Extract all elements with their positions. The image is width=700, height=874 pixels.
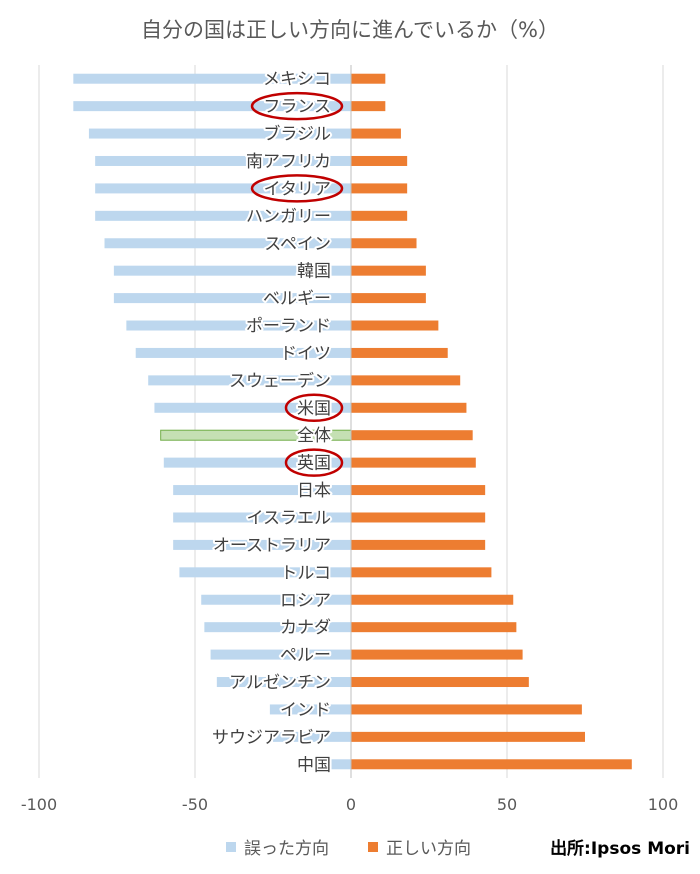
bar-negative [173, 485, 351, 496]
category-label: ベルギー [263, 289, 331, 309]
bar-negative [201, 594, 351, 605]
bar-positive [351, 649, 523, 660]
bar-negative [216, 677, 351, 688]
x-tick-label: 0 [346, 795, 356, 814]
category-label: イスラエル [247, 508, 332, 528]
bar-positive [351, 485, 486, 496]
bar-negative [269, 704, 351, 715]
bar-positive [351, 210, 408, 221]
bar-positive [351, 155, 408, 166]
bar-positive [351, 347, 448, 358]
x-tick-label: -100 [21, 795, 57, 814]
bar-negative [154, 402, 351, 413]
legend-swatch-positive [368, 841, 378, 852]
bar-negative [95, 155, 351, 166]
category-label: メキシコ [263, 70, 331, 90]
x-tick-label: 50 [497, 795, 517, 814]
bar-positive [351, 238, 417, 249]
bar-positive [351, 375, 461, 386]
legend-swatch-negative [226, 841, 236, 852]
category-label: 米国 [297, 399, 331, 419]
bar-negative [273, 731, 351, 742]
highlight-circle [284, 393, 344, 423]
bar-negative [173, 539, 351, 550]
category-label: ポーランド [246, 317, 331, 337]
highlight-circle [250, 91, 344, 121]
source-note: 出所:Ipsos Mori [550, 839, 690, 859]
legend-item-positive: 正しい方向 [368, 834, 471, 859]
bar-positive [351, 293, 426, 304]
bar-negative [163, 457, 351, 468]
bar-negative [173, 512, 351, 523]
category-label: インド [280, 700, 331, 720]
category-label: ブラジル [263, 124, 331, 145]
category-label: オーストラリア [213, 536, 331, 556]
legend-label-positive: 正しい方向 [386, 839, 471, 859]
legend-item-negative: 誤った方向 [226, 834, 329, 859]
highlight-circle [250, 174, 344, 203]
category-label: スペイン [264, 234, 331, 254]
category-label: ペルー [280, 646, 331, 666]
chart-title: 自分の国は正しい方向に進んでいるか（%） [141, 18, 559, 42]
bar-negative [179, 567, 351, 578]
category-label: アルゼンチン [229, 673, 331, 693]
category-label: ハンガリー [246, 207, 331, 227]
bar-positive [351, 128, 401, 139]
bar-negative [204, 622, 351, 633]
category-label: ロシア [280, 591, 331, 611]
category-label: フランス [263, 97, 331, 117]
category-label: 韓国 [297, 262, 331, 282]
bar-positive [351, 320, 439, 331]
bar-positive [351, 567, 492, 578]
x-tick-label: -50 [182, 795, 208, 814]
bar-positive [351, 594, 514, 605]
bar-negative [113, 265, 351, 276]
bar-positive [351, 183, 408, 194]
bar-negative [135, 347, 351, 358]
bar-positive [351, 704, 582, 715]
bar-negative [73, 101, 351, 112]
category-label: 日本 [297, 481, 331, 501]
category-label: 中国 [297, 755, 331, 775]
bar-positive [351, 539, 486, 550]
bar-positive [351, 73, 386, 84]
bar-negative [95, 183, 351, 194]
bar-negative [310, 759, 351, 770]
category-label: サウジアラビア [212, 728, 331, 748]
bar-positive [351, 731, 585, 742]
category-label: カナダ [280, 618, 331, 638]
bar-negative [148, 375, 351, 386]
bar-negative [95, 210, 351, 221]
legend-label-negative: 誤った方向 [244, 839, 329, 859]
category-label: 全体 [297, 426, 331, 446]
bar-positive [351, 457, 476, 468]
bar-positive [351, 430, 473, 441]
bar-negative [113, 293, 351, 304]
bar-positive [351, 265, 426, 276]
bar-positive [351, 402, 467, 413]
bar-negative [73, 73, 351, 84]
category-label: 英国 [297, 454, 331, 474]
bar-positive [351, 101, 386, 112]
bar-negative [88, 128, 352, 139]
highlight-circle [284, 448, 344, 477]
bar-negative [210, 649, 351, 660]
bar-positive [351, 677, 529, 688]
bar-positive [351, 759, 632, 770]
bar-positive [351, 512, 486, 523]
category-label: ドイツ [280, 344, 331, 364]
bar-negative [126, 320, 351, 331]
bar-negative [104, 238, 352, 249]
x-tick-label: 100 [648, 795, 679, 814]
legend: 誤った方向 正しい方向 [0, 830, 700, 860]
category-label: 南アフリカ [246, 152, 331, 172]
bar-positive [351, 622, 517, 633]
category-label: スウェーデン [229, 370, 331, 391]
category-label: イタリア [264, 179, 331, 199]
category-label: トルコ [280, 563, 331, 583]
